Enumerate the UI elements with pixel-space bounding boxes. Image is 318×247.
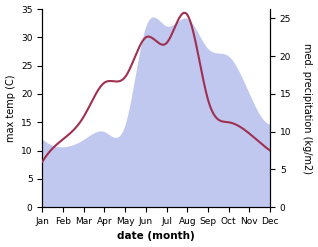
X-axis label: date (month): date (month) bbox=[117, 231, 195, 242]
Y-axis label: med. precipitation (kg/m2): med. precipitation (kg/m2) bbox=[302, 43, 313, 174]
Y-axis label: max temp (C): max temp (C) bbox=[5, 74, 16, 142]
